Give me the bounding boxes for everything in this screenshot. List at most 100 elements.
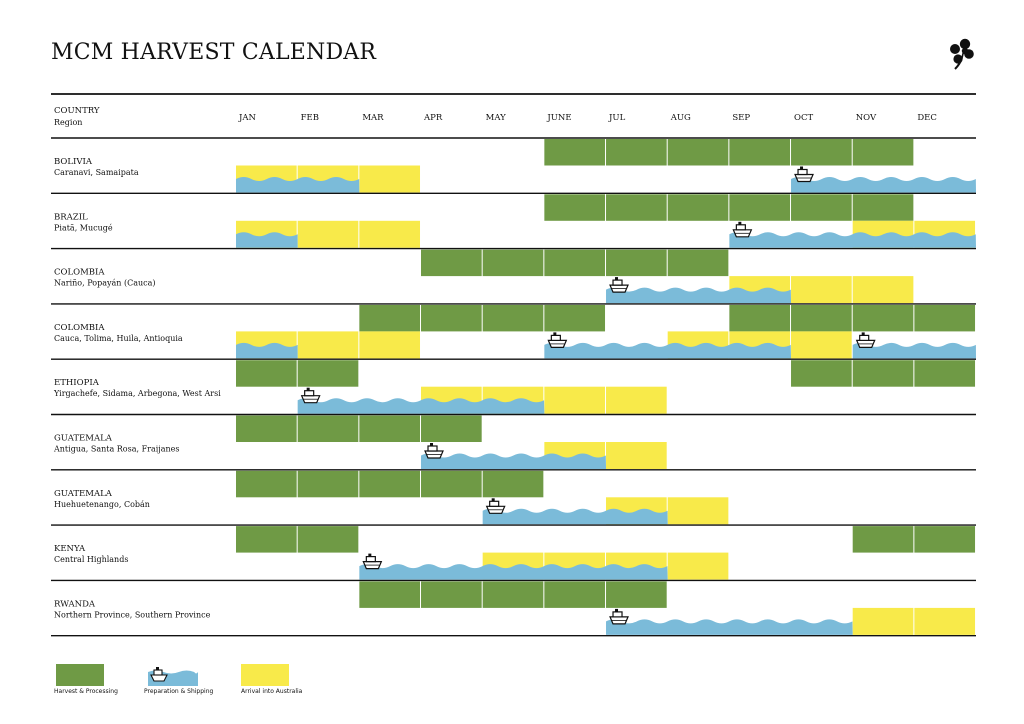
month-label-dec: DEC xyxy=(917,113,937,123)
month-label-mar: MAR xyxy=(362,113,384,123)
harvest-bar xyxy=(914,304,976,332)
harvest-bar xyxy=(482,470,544,498)
harvest-bar xyxy=(852,304,914,332)
harvest-bar xyxy=(359,581,421,608)
shipping-bar xyxy=(236,342,298,359)
harvest-bar xyxy=(544,304,606,332)
harvest-bar xyxy=(359,470,421,498)
harvest-bar xyxy=(791,139,852,166)
month-label-jul: JUL xyxy=(608,113,626,123)
harvest-bar xyxy=(914,526,976,553)
harvest-bar xyxy=(667,194,729,221)
legend-swatch-shipping xyxy=(148,667,198,686)
harvest-bar xyxy=(606,581,667,608)
harvest-bar xyxy=(236,526,297,553)
harvest-bar xyxy=(791,304,852,332)
harvest-bar xyxy=(852,194,914,221)
legend-swatch-harvest xyxy=(56,664,104,686)
ship-icon xyxy=(547,332,568,348)
harvest-bar xyxy=(236,470,297,498)
harvest-bar xyxy=(544,194,606,221)
harvest-bar xyxy=(236,415,297,442)
harvest-bar xyxy=(421,415,482,442)
arrival-bar xyxy=(606,386,667,414)
legend-label-harvest: Harvest & Processing xyxy=(54,688,118,695)
harvest-bar xyxy=(482,581,544,608)
ship-icon xyxy=(609,277,629,293)
legend-swatch-arrival xyxy=(241,664,289,686)
harvest-bar xyxy=(297,360,359,387)
arrival-bar xyxy=(791,331,852,359)
arrival-bar xyxy=(359,220,421,248)
month-label-aug: AUG xyxy=(670,113,691,123)
harvest-bar xyxy=(297,470,359,498)
row-country: BOLIVIA xyxy=(54,157,93,167)
harvest-bar xyxy=(852,526,914,553)
ship-icon xyxy=(609,608,629,625)
harvest-bar xyxy=(482,249,544,277)
shipping-bar xyxy=(852,342,976,359)
legend-label-shipping: Preparation & Shipping xyxy=(144,688,214,695)
harvest-bar xyxy=(359,304,421,332)
row-region: Antigua, Santa Rosa, Fraijanes xyxy=(53,445,180,454)
month-label-feb: FEB xyxy=(301,113,319,123)
arrival-bar xyxy=(359,331,421,359)
harvest-bar xyxy=(667,139,729,166)
arrival-bar xyxy=(852,607,914,635)
harvest-bar xyxy=(421,304,482,332)
row-region: Nariño, Popayán (Cauca) xyxy=(54,279,156,288)
row-country: COLOMBIA xyxy=(54,268,105,278)
harvest-bar xyxy=(606,194,667,221)
ship-icon xyxy=(150,667,168,682)
harvest-bar xyxy=(667,249,729,277)
shipping-bar xyxy=(729,232,976,248)
harvest-bar xyxy=(729,304,791,332)
ship-icon xyxy=(732,221,753,238)
shipping-bar xyxy=(297,398,545,414)
shipping-bar xyxy=(791,177,976,193)
harvest-bar xyxy=(852,139,914,166)
row-country: COLOMBIA xyxy=(54,323,105,333)
arrival-bar xyxy=(544,386,606,414)
shipping-bar xyxy=(236,232,298,248)
month-label-jan: JAN xyxy=(238,113,257,123)
month-label-may: MAY xyxy=(486,113,506,123)
arrival-bar xyxy=(667,497,729,525)
legend-label-arrival: Arrival into Australia xyxy=(241,688,303,695)
row-country: BRAZIL xyxy=(54,212,88,222)
harvest-bar xyxy=(791,360,852,387)
shipping-bar xyxy=(606,619,853,635)
arrival-bar xyxy=(606,442,667,469)
shipping-bar xyxy=(544,342,792,359)
harvest-bar xyxy=(297,415,359,442)
ship-icon xyxy=(485,498,506,514)
harvest-bar xyxy=(297,526,359,553)
ship-icon xyxy=(300,387,321,404)
harvest-bar xyxy=(421,249,482,277)
harvest-bar xyxy=(421,470,482,498)
arrival-bar xyxy=(852,276,914,304)
arrival-bar xyxy=(791,276,852,304)
arrival-bar xyxy=(297,220,359,248)
ship-icon xyxy=(794,166,814,183)
harvest-bar xyxy=(729,139,791,166)
row-country: GUATEMALA xyxy=(54,489,113,499)
ship-icon xyxy=(424,443,444,459)
row-region: Central Highlands xyxy=(54,555,128,564)
shipping-bar xyxy=(359,564,668,580)
page-title: MCM HARVEST CALENDAR xyxy=(51,40,377,65)
row-region: Northern Province, Southern Province xyxy=(54,610,211,619)
row-country: KENYA xyxy=(54,544,86,554)
harvest-bar xyxy=(606,249,667,277)
harvest-bar xyxy=(544,139,606,166)
harvest-bar xyxy=(606,139,667,166)
arrival-bar xyxy=(914,607,976,635)
shipping-bar xyxy=(606,287,792,304)
harvest-bar xyxy=(914,360,976,387)
